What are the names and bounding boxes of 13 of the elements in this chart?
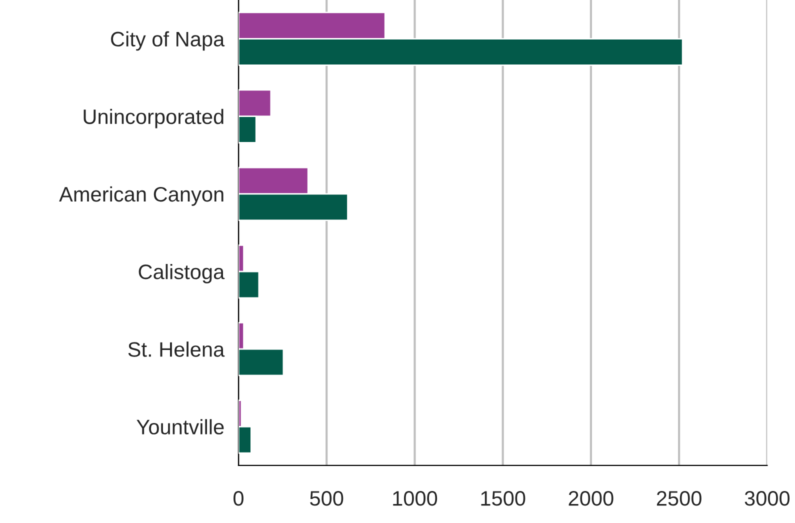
x-tick-label: 2500 [656,491,702,506]
x-tick-label: 3000 [744,491,790,506]
y-tick-label: Yountville [136,419,224,434]
x-tick-label: 2000 [568,491,614,506]
y-tick-label: Unincorporated [84,108,224,128]
x-tick-label: 0 [234,491,244,506]
y-tick-label: American Canyon [59,186,224,206]
y-tick-label: St. Helena [128,342,225,357]
x-tick-label: 1500 [481,491,526,506]
x-tick-label: 500 [310,491,344,506]
y-tick-label: Calistoga [138,264,225,284]
x-tick-label: 1000 [393,491,438,506]
y-tick-label: City of Napa [111,31,225,51]
